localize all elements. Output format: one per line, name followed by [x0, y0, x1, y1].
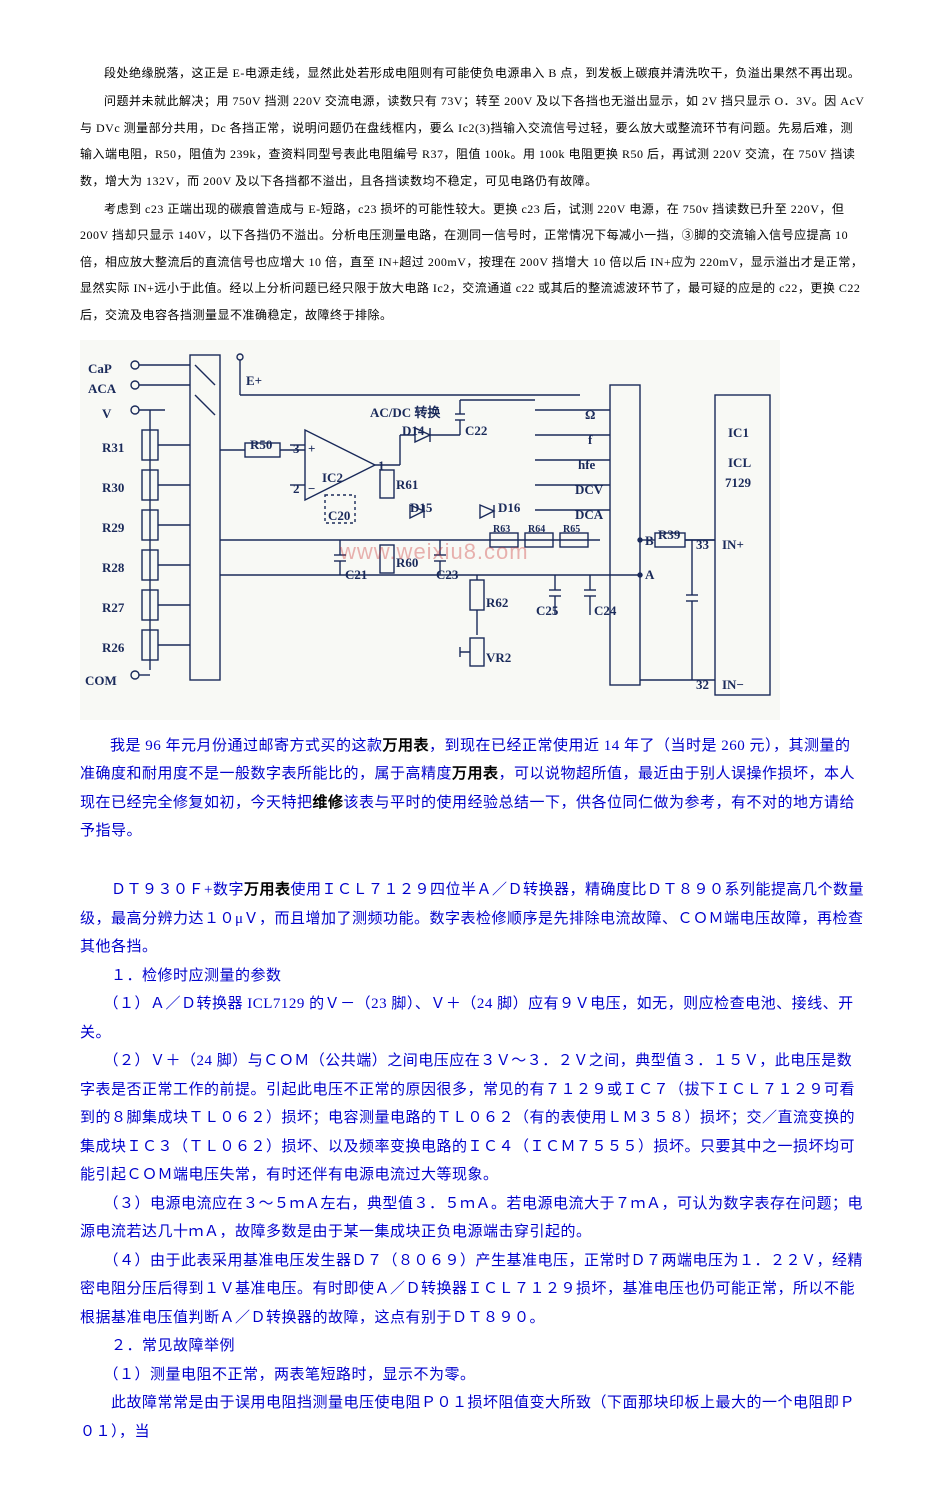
opamp-pin: 3: [293, 436, 300, 462]
text: （４）由于此表采用基准电压发生器Ｄ７（８０６９）产生基准电压，正常时Ｄ７两端电压…: [80, 1253, 863, 1326]
resistor-label: R31: [102, 435, 124, 461]
component-label: C20: [328, 503, 350, 529]
mode-label: f: [588, 427, 592, 453]
paragraph: （１）Ａ／Ｄ转换器 ICL7129 的Ｖ－（23 脚）、Ｖ＋（24 脚）应有９Ｖ…: [80, 990, 865, 1047]
intro-paragraph: 我是 96 年元月份通过邮寄方式买的这款万用表，到现在已经正常使用近 14 年了…: [80, 732, 865, 846]
text: ２．常见故障举例: [80, 1338, 235, 1354]
in-label: IN+: [722, 532, 744, 558]
terminal-label: V: [102, 401, 111, 427]
mode-label: DCA: [575, 502, 603, 528]
paragraph: （３）电源电流应在３～５ｍＡ左右，典型值３．５ｍＡ。若电源电流大于７ｍＡ，可认为…: [80, 1190, 865, 1247]
node-label: B: [645, 528, 654, 554]
text: （３）电源电流应在３～５ｍＡ左右，典型值３．５ｍＡ。若电源电流大于７ｍＡ，可认为…: [80, 1196, 863, 1241]
text: （２）Ｖ＋（24 脚）与ＣＯＭ（公共端）之间电压应在３Ｖ～３．２Ｖ之间，典型值３…: [80, 1053, 855, 1183]
resistor-label: R30: [102, 475, 124, 501]
component-label: C22: [465, 418, 487, 444]
component-label: C21: [345, 562, 367, 588]
ic1-label: 7129: [725, 470, 751, 496]
ic1-label: IC1: [728, 420, 749, 446]
component-label: C25: [536, 598, 558, 624]
eplus-label: E+: [246, 368, 262, 394]
opamp-sign: −: [308, 476, 315, 502]
resistor-label: R26: [102, 635, 124, 661]
component-label: VR2: [486, 645, 511, 671]
opamp-pin: 1: [378, 453, 385, 479]
mode-label: hfe: [578, 452, 595, 478]
paragraph: 问题并未就此解决；用 750V 挡测 220V 交流电源，读数只有 73V；转至…: [80, 88, 865, 194]
component-label: C24: [594, 598, 616, 624]
paragraph: （４）由于此表采用基准电压发生器Ｄ７（８０６９）产生基准电压，正常时Ｄ７两端电压…: [80, 1247, 865, 1333]
keyword: 维修: [313, 795, 344, 811]
resistor-label: R27: [102, 595, 124, 621]
component-label: R39: [658, 522, 680, 548]
component-label: R64: [528, 520, 545, 540]
component-label: R60: [396, 550, 418, 576]
text: ＤＴ９３０Ｆ+数字: [80, 882, 244, 898]
component-label: D16: [498, 495, 520, 521]
text: 我是 96 年元月份通过邮寄方式买的这款: [110, 738, 383, 754]
blue-body: ＤＴ９３０Ｆ+数字万用表使用ＩＣＬ７１２９四位半Ａ／Ｄ转换器，精确度比ＤＴ８９０…: [80, 876, 865, 1446]
component-label: R63: [493, 520, 510, 540]
text: （１）测量电阻不正常，两表笔短路时，显示不为零。: [80, 1367, 476, 1383]
resistor-label: R29: [102, 515, 124, 541]
in-label: IN−: [722, 672, 744, 698]
blue-text-block: 我是 96 年元月份通过邮寄方式买的这款万用表，到现在已经正常使用近 14 年了…: [80, 732, 865, 1447]
top-text-block: 段处绝缘脱落，这正是 E-电源走线，显然此处若形成电阻则有可能使负电源串入 B …: [80, 60, 865, 328]
component-label: R62: [486, 590, 508, 616]
com-label: COM: [85, 668, 117, 694]
paragraph: １．检修时应测量的参数: [80, 962, 865, 991]
paragraph: 考虑到 c23 正端出现的碳痕曾造成与 E-短路，c23 损坏的可能性较大。更换…: [80, 196, 865, 328]
mode-label: DCV: [575, 477, 603, 503]
paragraph: （２）Ｖ＋（24 脚）与ＣＯＭ（公共端）之间电压应在３Ｖ～３．２Ｖ之间，典型值３…: [80, 1047, 865, 1190]
pin-label: 32: [696, 672, 709, 698]
paragraph: ＤＴ９３０Ｆ+数字万用表使用ＩＣＬ７１２９四位半Ａ／Ｄ转换器，精确度比ＤＴ８９０…: [80, 876, 865, 962]
keyword: 万用表: [383, 738, 430, 754]
circuit-diagram: CaP ACA V R31 R30 R29 R28 R27 R26 COM E+…: [80, 340, 780, 720]
keyword: 万用表: [244, 882, 291, 898]
text: 此故障常常是由于误用电阻挡测量电压使电阻Ｐ０１损坏阻值变大所致（下面那块印板上最…: [80, 1395, 855, 1440]
resistor-label: R28: [102, 555, 124, 581]
mode-label: Ω: [585, 402, 595, 428]
component-label: D14: [402, 418, 424, 444]
opamp-sign: +: [308, 436, 315, 462]
component-label: R50: [250, 432, 272, 458]
component-label: D15: [410, 495, 432, 521]
pin-label: 33: [696, 532, 709, 558]
opamp-pin: 2: [293, 476, 300, 502]
keyword: 万用表: [452, 766, 499, 782]
text: １．检修时应测量的参数: [80, 968, 282, 984]
paragraph: （１）测量电阻不正常，两表笔短路时，显示不为零。: [80, 1361, 865, 1390]
text: （１）Ａ／Ｄ转换器 ICL7129 的Ｖ－（23 脚）、Ｖ＋（24 脚）应有９Ｖ…: [80, 996, 854, 1041]
component-label: C23: [436, 562, 458, 588]
paragraph: 此故障常常是由于误用电阻挡测量电压使电阻Ｐ０１损坏阻值变大所致（下面那块印板上最…: [80, 1389, 865, 1446]
paragraph: 段处绝缘脱落，这正是 E-电源走线，显然此处若形成电阻则有可能使负电源串入 B …: [80, 60, 865, 86]
terminal-label: ACA: [88, 376, 116, 402]
node-label: A: [645, 562, 654, 588]
component-label: IC2: [322, 465, 343, 491]
